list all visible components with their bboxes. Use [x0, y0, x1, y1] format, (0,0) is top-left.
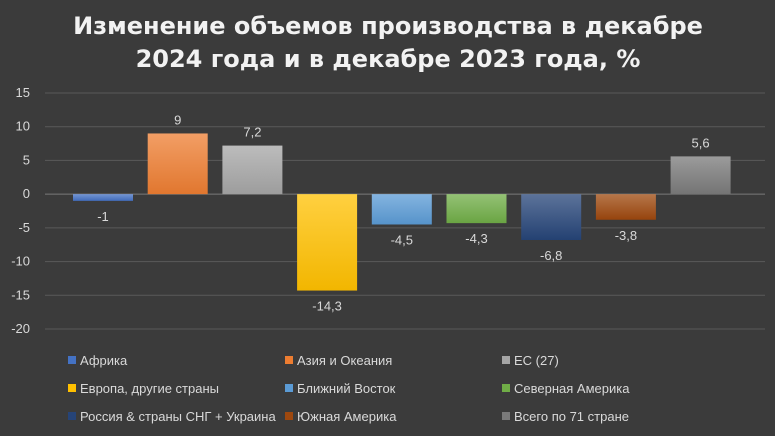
data-labels: -1 9 7,2 -14,3 -4,5 -4,3 -6,8 -3,8 5,6 — [97, 112, 709, 313]
y-tick-label: 5 — [23, 152, 30, 167]
data-label: -14,3 — [312, 299, 342, 314]
legend-label: Африка — [80, 353, 128, 368]
data-label: 5,6 — [692, 135, 710, 150]
chart-title: Изменение объемов производства в декабре… — [73, 12, 703, 73]
legend-item: Всего по 71 стране — [502, 409, 629, 424]
chart-title-line-1: Изменение объемов производства в декабре — [73, 12, 703, 40]
bar — [147, 133, 208, 195]
bar — [222, 145, 283, 195]
legend-item: ЕС (27) — [502, 353, 559, 368]
legend-item: Южная Америка — [285, 409, 397, 424]
legend-item: Азия и Океания — [285, 353, 392, 368]
y-tick-label: -10 — [11, 254, 30, 269]
data-label: -3,8 — [615, 228, 637, 243]
bar — [595, 194, 656, 220]
y-tick-label: 0 — [23, 186, 30, 201]
legend-swatch — [285, 412, 293, 420]
bar — [73, 194, 133, 201]
y-axis-ticks: 15 10 5 0 -5 -10 -15 -20 — [11, 85, 30, 336]
legend-swatch — [285, 356, 293, 364]
legend-item: Африка — [68, 353, 128, 368]
legend-swatch — [502, 356, 510, 364]
bar — [521, 194, 582, 240]
legend-swatch — [285, 384, 293, 392]
legend-label: Всего по 71 стране — [514, 409, 629, 424]
legend-item: Россия & страны СНГ + Украина — [68, 409, 276, 424]
legend-swatch — [502, 384, 510, 392]
y-tick-label: -15 — [11, 287, 30, 302]
legend-item: Европа, другие страны — [68, 381, 219, 396]
legend: Африка Азия и Океания ЕС (27) Европа, други… — [68, 353, 630, 424]
data-label: 7,2 — [243, 125, 261, 140]
data-label: -4,5 — [391, 232, 413, 247]
legend-item: Северная Америка — [502, 381, 630, 396]
legend-item: Ближний Восток — [285, 381, 396, 396]
bar — [297, 194, 358, 291]
legend-swatch — [68, 384, 76, 392]
bar — [670, 156, 731, 195]
legend-label: Европа, другие страны — [80, 381, 219, 396]
data-label: -4,3 — [465, 231, 487, 246]
chart-title-line-2: 2024 года и в декабре 2023 года, % — [136, 45, 641, 73]
y-tick-label: -5 — [18, 220, 30, 235]
legend-label: Азия и Океания — [297, 353, 392, 368]
y-tick-label: 10 — [16, 119, 30, 134]
legend-label: Россия & страны СНГ + Украина — [80, 409, 276, 424]
legend-swatch — [68, 356, 76, 364]
legend-swatch — [68, 412, 76, 420]
bar — [371, 194, 432, 225]
data-label: 9 — [174, 112, 181, 127]
data-label: -6,8 — [540, 248, 562, 263]
legend-swatch — [502, 412, 510, 420]
y-tick-label: 15 — [16, 85, 30, 100]
legend-label: Южная Америка — [297, 409, 397, 424]
legend-label: Северная Америка — [514, 381, 630, 396]
bar — [446, 194, 507, 224]
bars — [73, 133, 731, 291]
legend-label: ЕС (27) — [514, 353, 559, 368]
y-tick-label: -20 — [11, 321, 30, 336]
legend-label: Ближний Восток — [297, 381, 396, 396]
data-label: -1 — [97, 209, 109, 224]
